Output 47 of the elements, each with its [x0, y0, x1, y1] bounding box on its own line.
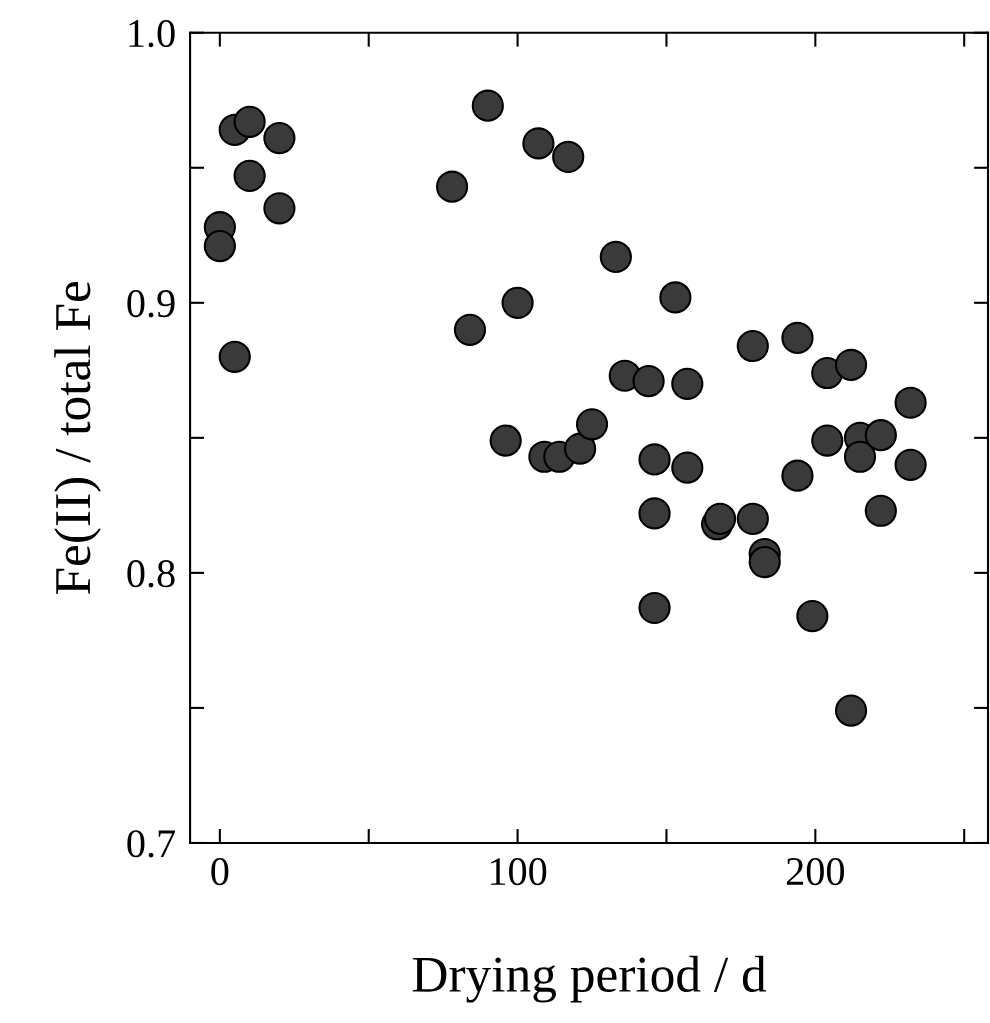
- point: [834, 694, 868, 727]
- point: [501, 286, 534, 319]
- x-axis-title: Drying period / d: [412, 955, 767, 1003]
- point: [638, 591, 671, 625]
- point: [811, 424, 844, 457]
- point: [796, 600, 829, 633]
- point: [453, 313, 487, 346]
- point: [748, 545, 781, 579]
- point: [263, 121, 296, 155]
- point: [638, 443, 671, 476]
- point: [471, 89, 504, 122]
- point: [552, 140, 585, 174]
- y-tick-label: 1.0: [129, 19, 175, 48]
- point: [218, 340, 251, 373]
- point: [843, 440, 877, 473]
- y-tick-label: 0.8: [127, 560, 175, 588]
- point: [894, 448, 927, 481]
- point: [599, 240, 632, 273]
- point: [864, 419, 897, 452]
- point: [575, 408, 609, 441]
- point: [263, 192, 296, 225]
- point: [233, 105, 266, 138]
- point: [233, 159, 266, 192]
- point: [203, 230, 236, 263]
- point: [489, 424, 522, 457]
- point: [736, 329, 769, 363]
- x-tick-label: 0: [211, 858, 229, 886]
- point: [522, 127, 555, 160]
- point: [632, 365, 665, 398]
- point: [736, 502, 769, 535]
- point: [834, 348, 868, 382]
- x-tick-label: 200: [786, 858, 844, 886]
- point: [894, 386, 927, 419]
- point: [638, 497, 671, 530]
- point: [564, 432, 597, 465]
- point: [864, 494, 897, 527]
- point: [659, 281, 692, 314]
- point: [671, 367, 704, 400]
- y-tick-label: 0.9: [127, 290, 175, 318]
- point: [671, 451, 704, 484]
- x-tick-label: 100: [490, 858, 547, 886]
- y-tick-label: 0.7: [127, 830, 176, 858]
- y-axis-title: Fe(II) / total Fe: [54, 281, 101, 595]
- point: [781, 321, 814, 355]
- point: [781, 459, 814, 492]
- point: [703, 502, 737, 535]
- point: [436, 170, 469, 203]
